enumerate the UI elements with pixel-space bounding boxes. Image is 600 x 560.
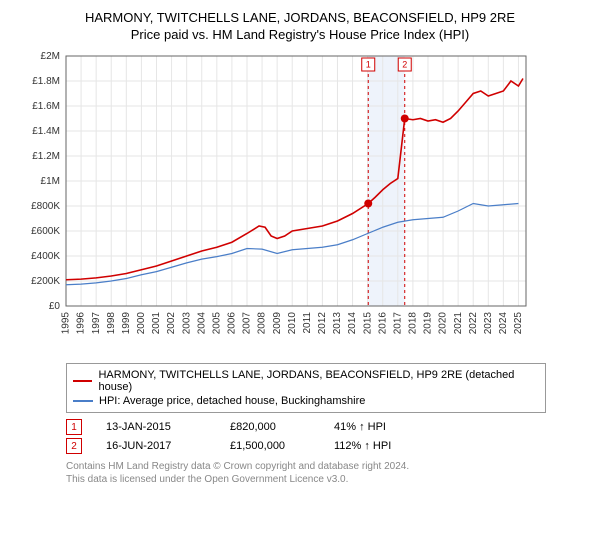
sales-table: 1 13-JAN-2015 £820,000 41% ↑ HPI 2 16-JUN-201…: [66, 419, 584, 454]
svg-text:2002: 2002: [166, 312, 177, 335]
svg-text:2013: 2013: [332, 312, 343, 335]
svg-text:£200K: £200K: [31, 276, 60, 287]
svg-text:£1M: £1M: [41, 176, 60, 187]
svg-text:£1.2M: £1.2M: [32, 151, 60, 162]
svg-text:2025: 2025: [513, 312, 524, 335]
svg-text:2014: 2014: [347, 312, 358, 335]
svg-text:2003: 2003: [181, 312, 192, 335]
svg-text:£1.4M: £1.4M: [32, 126, 60, 137]
svg-text:2024: 2024: [498, 312, 509, 335]
svg-text:£0: £0: [49, 301, 61, 312]
svg-text:2019: 2019: [423, 312, 434, 335]
svg-text:£600K: £600K: [31, 226, 60, 237]
legend-item: HARMONY, TWITCHELLS LANE, JORDANS, BEACO…: [73, 368, 539, 394]
svg-text:2006: 2006: [227, 312, 238, 335]
sale-price: £1,500,000: [230, 440, 310, 452]
sale-pct: 41% ↑ HPI: [334, 421, 434, 433]
svg-text:2018: 2018: [408, 312, 419, 335]
svg-text:2017: 2017: [392, 312, 403, 335]
svg-text:£2M: £2M: [41, 51, 60, 62]
legend-item: HPI: Average price, detached house, Buck…: [73, 394, 539, 408]
legend-swatch: [73, 380, 92, 382]
svg-text:2022: 2022: [468, 312, 479, 335]
svg-text:1: 1: [366, 60, 371, 70]
legend-label: HPI: Average price, detached house, Buck…: [99, 395, 365, 407]
footer-line: This data is licensed under the Open Gov…: [66, 473, 584, 486]
sale-price: £820,000: [230, 421, 310, 433]
chart-container: HARMONY, TWITCHELLS LANE, JORDANS, BEACO…: [0, 0, 600, 496]
svg-text:2015: 2015: [362, 312, 373, 335]
svg-text:2010: 2010: [287, 312, 298, 335]
chart-title: HARMONY, TWITCHELLS LANE, JORDANS, BEACO…: [16, 10, 584, 25]
svg-text:2: 2: [402, 60, 407, 70]
svg-text:2007: 2007: [242, 312, 253, 335]
svg-text:2020: 2020: [438, 312, 449, 335]
sale-pct: 112% ↑ HPI: [334, 440, 434, 452]
legend-swatch: [73, 400, 93, 402]
svg-text:1999: 1999: [121, 312, 132, 335]
footer-line: Contains HM Land Registry data © Crown c…: [66, 460, 584, 473]
svg-text:2005: 2005: [211, 312, 222, 335]
svg-text:2009: 2009: [272, 312, 283, 335]
svg-text:2021: 2021: [453, 312, 464, 335]
svg-text:1997: 1997: [91, 312, 102, 335]
svg-text:2008: 2008: [257, 312, 268, 335]
sale-row: 2 16-JUN-2017 £1,500,000 112% ↑ HPI: [66, 438, 584, 454]
legend: HARMONY, TWITCHELLS LANE, JORDANS, BEACO…: [66, 363, 546, 413]
svg-text:£1.6M: £1.6M: [32, 101, 60, 112]
svg-text:2000: 2000: [136, 312, 147, 335]
svg-text:£800K: £800K: [31, 201, 60, 212]
svg-text:£1.8M: £1.8M: [32, 76, 60, 87]
sale-badge: 2: [66, 438, 82, 454]
sale-badge: 1: [66, 419, 82, 435]
chart-subtitle: Price paid vs. HM Land Registry's House …: [16, 27, 584, 42]
svg-text:1998: 1998: [106, 312, 117, 335]
svg-text:2011: 2011: [302, 312, 313, 334]
svg-text:2023: 2023: [483, 312, 494, 335]
svg-text:£400K: £400K: [31, 251, 60, 262]
sale-row: 1 13-JAN-2015 £820,000 41% ↑ HPI: [66, 419, 584, 435]
footer-attribution: Contains HM Land Registry data © Crown c…: [66, 460, 584, 486]
legend-label: HARMONY, TWITCHELLS LANE, JORDANS, BEACO…: [98, 369, 539, 393]
sale-date: 13-JAN-2015: [106, 421, 206, 433]
svg-text:2001: 2001: [151, 312, 162, 335]
svg-text:1996: 1996: [76, 312, 87, 335]
svg-text:1995: 1995: [61, 312, 72, 335]
svg-text:2016: 2016: [377, 312, 388, 335]
chart-area: £0 £200K £400K £600K £800K £1M £1.2M £1.4M £1.6M…: [16, 50, 584, 355]
sale-date: 16-JUN-2017: [106, 440, 206, 452]
svg-text:2004: 2004: [196, 312, 207, 335]
svg-text:2012: 2012: [317, 312, 328, 335]
line-chart: £0 £200K £400K £600K £800K £1M £1.2M £1.4M £1.6M…: [16, 50, 536, 350]
